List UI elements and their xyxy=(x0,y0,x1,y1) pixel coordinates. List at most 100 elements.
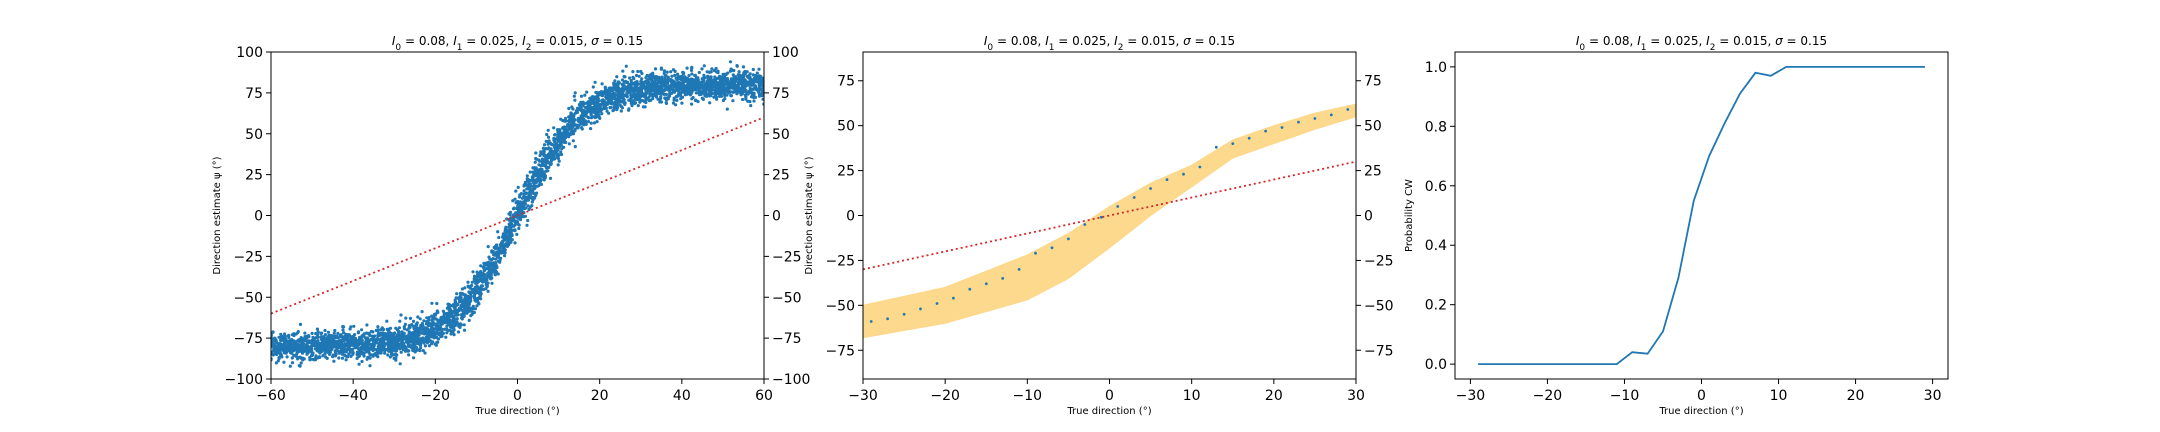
mean-marker xyxy=(1165,178,1169,182)
y-tick-label: 50 xyxy=(245,127,263,143)
scatter-point xyxy=(287,335,291,340)
scatter-point xyxy=(422,319,426,323)
scatter-point xyxy=(333,349,337,353)
scatter-point xyxy=(508,235,513,239)
scatter-point xyxy=(579,122,583,126)
y-tick-label: 0 xyxy=(846,209,855,225)
scatter-point xyxy=(372,343,376,348)
scatter-point xyxy=(548,176,553,180)
scatter-point xyxy=(644,76,648,80)
plot-area xyxy=(1478,66,1925,365)
scatter-point xyxy=(491,249,495,254)
scatter-point xyxy=(669,83,673,87)
scatter-point xyxy=(639,99,643,103)
scatter-point xyxy=(424,326,428,330)
scatter-point xyxy=(417,337,421,341)
scatter-point xyxy=(540,157,545,161)
scatter-point xyxy=(573,98,577,102)
scatter-point xyxy=(522,194,526,199)
scatter-point xyxy=(400,343,404,347)
scatter-point xyxy=(343,347,347,352)
scatter-point xyxy=(463,286,467,290)
scatter-point xyxy=(486,267,490,271)
scatter-point xyxy=(558,139,562,143)
scatter-point xyxy=(534,167,538,171)
scatter-point xyxy=(538,153,542,158)
scatter-point xyxy=(675,98,679,102)
scatter-point xyxy=(450,313,454,318)
scatter-point xyxy=(757,67,761,71)
scatter-point xyxy=(482,267,486,271)
scatter-point xyxy=(678,84,682,88)
right-y-tick-label: −25 xyxy=(772,249,802,265)
scatter-point xyxy=(458,294,462,298)
scatter-point xyxy=(290,333,295,337)
scatter-point xyxy=(324,355,328,359)
scatter-point xyxy=(459,323,463,327)
scatter-point xyxy=(721,90,725,94)
scatter-point xyxy=(310,338,314,342)
scatter-point xyxy=(435,335,439,340)
scatter-point xyxy=(451,321,455,325)
scatter-point xyxy=(386,353,390,357)
scatter-point xyxy=(670,87,675,91)
scatter-point xyxy=(680,75,684,79)
scatter-point xyxy=(542,143,547,147)
scatter-point xyxy=(523,180,528,184)
scatter-point xyxy=(494,243,499,247)
scatter-point xyxy=(586,103,590,107)
scatter-point xyxy=(703,88,707,92)
scatter-point xyxy=(423,344,427,348)
x-tick-label: 60 xyxy=(755,388,773,404)
scatter-point xyxy=(742,81,746,85)
scatter-point xyxy=(455,317,459,321)
scatter-point xyxy=(693,81,697,85)
scatter-point xyxy=(408,335,412,339)
scatter-point xyxy=(560,132,565,136)
scatter-point xyxy=(732,68,736,73)
right-y-tick-label: 75 xyxy=(772,86,790,102)
scatter-point xyxy=(307,335,311,339)
scatter-point xyxy=(668,91,672,95)
scatter-point xyxy=(326,330,330,334)
scatter-point xyxy=(388,349,392,353)
scatter-point xyxy=(580,103,584,107)
scatter-point xyxy=(385,337,389,341)
scatter-point xyxy=(284,339,289,343)
scatter-point xyxy=(331,355,335,359)
mean-marker xyxy=(1083,223,1087,226)
scatter-point xyxy=(747,74,751,78)
scatter-point xyxy=(577,103,582,107)
scatter-point xyxy=(456,330,461,334)
right-y-tick-label: −50 xyxy=(1364,298,1394,314)
scatter-point xyxy=(621,82,625,86)
scatter-point xyxy=(697,93,702,97)
scatter-point xyxy=(644,96,648,101)
scatter-point xyxy=(612,108,616,112)
scatter-point xyxy=(671,101,676,105)
scatter-point xyxy=(600,99,604,103)
scatter-point xyxy=(285,349,289,353)
scatter-point xyxy=(556,163,560,167)
scatter-point xyxy=(528,187,532,191)
scatter-point xyxy=(538,159,542,163)
scatter-point xyxy=(685,66,689,70)
scatter-point xyxy=(469,309,473,313)
scatter-point xyxy=(522,183,526,187)
y-tick-label: 1.0 xyxy=(1425,60,1447,76)
scatter-point xyxy=(603,106,608,110)
scatter-point xyxy=(319,331,323,335)
scatter-point xyxy=(496,230,500,234)
scatter-point xyxy=(524,196,528,200)
scatter-point xyxy=(581,116,585,120)
scatter-point xyxy=(482,275,487,279)
scatter-point xyxy=(728,60,733,64)
scatter-point xyxy=(406,349,410,353)
x-tick-label: −10 xyxy=(1013,388,1043,404)
scatter-point xyxy=(648,73,652,78)
scatter-point xyxy=(542,149,546,153)
scatter-point xyxy=(648,85,652,89)
scatter-point xyxy=(369,329,373,334)
scatter-point xyxy=(634,92,638,97)
scatter-point xyxy=(726,82,730,86)
